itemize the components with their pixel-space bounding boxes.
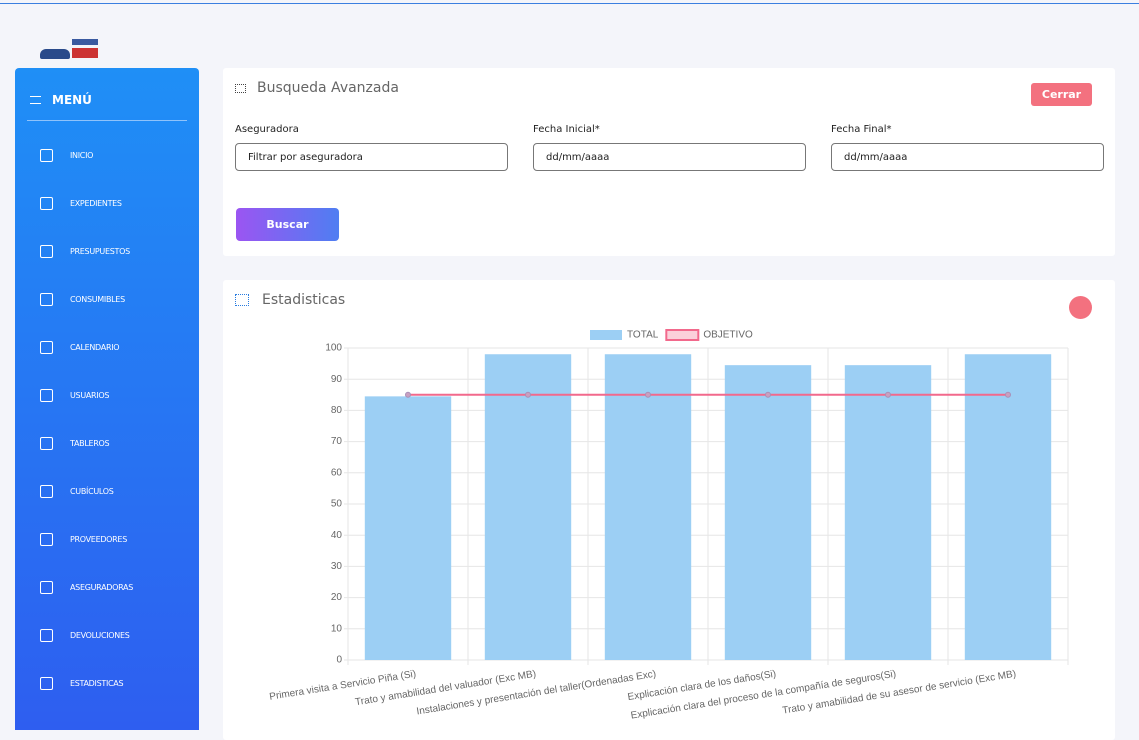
- bar: [964, 354, 1052, 660]
- menu-label: ASEGURADORAS: [70, 583, 134, 592]
- field-input[interactable]: dd/mm/aaaa: [533, 143, 806, 171]
- legend-swatch: [665, 329, 700, 341]
- y-tick-label: 0: [336, 655, 342, 666]
- search-title: Busqueda Avanzada: [257, 80, 399, 96]
- menu-icon: [40, 389, 53, 402]
- y-tick-label: 60: [331, 467, 343, 478]
- bar: [724, 365, 812, 660]
- menu-label: USUARIOS: [70, 391, 110, 400]
- point: [525, 391, 531, 398]
- menu-icon: [40, 629, 53, 642]
- y-tick-label: 50: [331, 499, 343, 510]
- menu-item[interactable]: DEVOLUCIONES: [15, 624, 199, 648]
- menu-icon: [40, 245, 53, 258]
- menu-label: INICIO: [70, 151, 94, 160]
- bar: [484, 354, 572, 660]
- y-tick-label: 70: [331, 436, 343, 447]
- point: [405, 391, 411, 398]
- zoom-button[interactable]: [1069, 296, 1092, 319]
- menu-icon: [40, 341, 53, 354]
- stats-icon: [235, 294, 249, 306]
- menu-label: TABLEROS: [70, 439, 110, 448]
- menu-item[interactable]: PRESUPUESTOS: [15, 240, 199, 264]
- menu-icon: [40, 485, 53, 498]
- search-button[interactable]: Buscar: [236, 208, 339, 241]
- y-tick-label: 40: [331, 530, 343, 541]
- legend-label: TOTAL: [627, 330, 659, 341]
- bar: [364, 396, 452, 660]
- menu-label: CALENDARIO: [70, 343, 120, 352]
- legend-swatch: [590, 330, 622, 340]
- menu-label: DEVOLUCIONES: [70, 631, 130, 640]
- point: [765, 391, 771, 398]
- menu-label: ESTADISTICAS: [70, 679, 124, 688]
- x-tick-label: Instalaciones y presentación del taller(…: [416, 669, 657, 718]
- menu-icon: [40, 581, 53, 594]
- menu-icon: [40, 197, 53, 210]
- sidebar: [15, 68, 199, 730]
- menu-icon: [40, 149, 53, 162]
- menu-divider: [27, 120, 187, 121]
- menu-item[interactable]: CUBÍCULOS: [15, 480, 199, 504]
- field-label: Aseguradora: [235, 124, 299, 135]
- y-tick-label: 100: [325, 343, 342, 354]
- x-tick-label: Trato y amabilidad de su asesor de servi…: [782, 669, 1017, 717]
- stats-title: Estadisticas: [262, 292, 346, 308]
- y-tick-label: 20: [331, 592, 343, 603]
- field-label: Fecha Final*: [831, 124, 892, 135]
- menu-item[interactable]: USUARIOS: [15, 384, 199, 408]
- search-icon: [235, 84, 246, 93]
- field-label: Fecha Inicial*: [533, 124, 600, 135]
- menu-item[interactable]: TABLEROS: [15, 432, 199, 456]
- menu-icon: [40, 437, 53, 450]
- menu-label: CUBÍCULOS: [70, 487, 114, 496]
- field-input[interactable]: Filtrar por aseguradora: [235, 143, 508, 171]
- y-tick-label: 10: [331, 623, 343, 634]
- bar: [604, 354, 692, 660]
- menu-item[interactable]: ESTADISTICAS: [15, 672, 199, 696]
- menu-item[interactable]: CALENDARIO: [15, 336, 199, 360]
- close-button[interactable]: Cerrar: [1031, 83, 1092, 106]
- menu-item[interactable]: EXPEDIENTES: [15, 192, 199, 216]
- menu-label: EXPEDIENTES: [70, 199, 122, 208]
- bar: [844, 365, 932, 660]
- y-tick-label: 30: [331, 561, 343, 572]
- point: [885, 391, 891, 398]
- y-tick-label: 80: [331, 405, 343, 416]
- menu-label: PROVEEDORES: [70, 535, 127, 544]
- point: [1005, 391, 1011, 398]
- field-input[interactable]: dd/mm/aaaa: [831, 143, 1104, 171]
- menu-label: CONSUMIBLES: [70, 295, 125, 304]
- menu-icon: [40, 533, 53, 546]
- menu-item[interactable]: PROVEEDORES: [15, 528, 199, 552]
- legend-label: OBJETIVO: [703, 330, 753, 341]
- menu-title: MENÚ: [52, 93, 92, 107]
- menu-item[interactable]: INICIO: [15, 144, 199, 168]
- top-border: [0, 3, 1139, 4]
- point: [645, 391, 651, 398]
- menu-icon: [40, 293, 53, 306]
- menu-icon: [30, 96, 41, 104]
- menu-item[interactable]: CONSUMIBLES: [15, 288, 199, 312]
- y-tick-label: 90: [331, 374, 343, 385]
- menu-label: PRESUPUESTOS: [70, 247, 130, 256]
- menu-item[interactable]: ASEGURADORAS: [15, 576, 199, 600]
- logo: [40, 35, 100, 63]
- menu-icon: [40, 677, 53, 690]
